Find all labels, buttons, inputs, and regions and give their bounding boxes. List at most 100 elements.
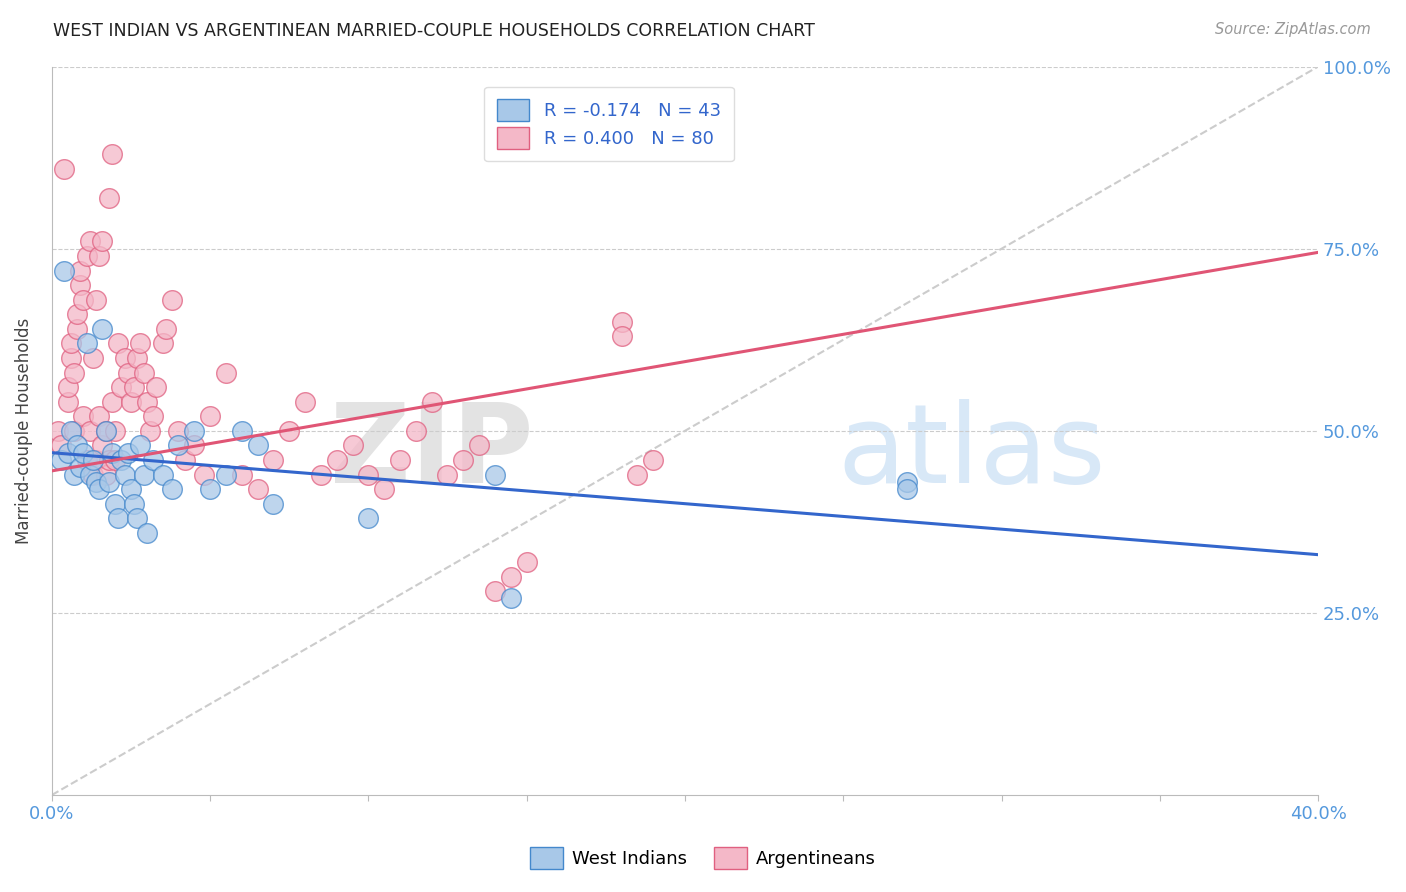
Point <box>436 467 458 482</box>
Point <box>420 394 443 409</box>
Point <box>129 336 152 351</box>
Point <box>117 445 139 459</box>
Point <box>484 467 506 482</box>
Point <box>97 191 120 205</box>
Point <box>82 453 104 467</box>
Point <box>388 453 411 467</box>
Point <box>516 555 538 569</box>
Point <box>63 467 86 482</box>
Point <box>357 467 380 482</box>
Point <box>89 249 111 263</box>
Point <box>51 438 73 452</box>
Point <box>309 467 332 482</box>
Point <box>89 409 111 424</box>
Point <box>117 366 139 380</box>
Point <box>84 453 107 467</box>
Point <box>72 293 94 307</box>
Point <box>167 424 190 438</box>
Text: Source: ZipAtlas.com: Source: ZipAtlas.com <box>1215 22 1371 37</box>
Point <box>89 482 111 496</box>
Point <box>76 336 98 351</box>
Point <box>132 467 155 482</box>
Point <box>142 409 165 424</box>
Point <box>101 394 124 409</box>
Point <box>120 482 142 496</box>
Point <box>101 445 124 459</box>
Point <box>262 497 284 511</box>
Point <box>135 394 157 409</box>
Point <box>198 409 221 424</box>
Point <box>97 475 120 489</box>
Point <box>53 263 76 277</box>
Point <box>183 438 205 452</box>
Point <box>104 497 127 511</box>
Point <box>82 467 104 482</box>
Point <box>63 366 86 380</box>
Point <box>84 475 107 489</box>
Point <box>91 235 114 249</box>
Point <box>94 424 117 438</box>
Point <box>76 249 98 263</box>
Point <box>79 467 101 482</box>
Point <box>53 161 76 176</box>
Point <box>59 351 82 365</box>
Point <box>82 351 104 365</box>
Point <box>69 278 91 293</box>
Point <box>120 394 142 409</box>
Point <box>56 380 79 394</box>
Point <box>183 424 205 438</box>
Point <box>122 380 145 394</box>
Point <box>91 438 114 452</box>
Point <box>135 525 157 540</box>
Legend: West Indians, Argentineans: West Indians, Argentineans <box>522 838 884 879</box>
Point <box>215 366 238 380</box>
Text: atlas: atlas <box>837 400 1105 506</box>
Point <box>107 336 129 351</box>
Point <box>152 336 174 351</box>
Point <box>142 453 165 467</box>
Point <box>104 453 127 467</box>
Text: ZIP: ZIP <box>329 400 533 506</box>
Point <box>155 322 177 336</box>
Point <box>69 263 91 277</box>
Point <box>66 438 89 452</box>
Point <box>167 438 190 452</box>
Point <box>193 467 215 482</box>
Point <box>278 424 301 438</box>
Point <box>152 467 174 482</box>
Point <box>59 424 82 438</box>
Point <box>357 511 380 525</box>
Point <box>84 293 107 307</box>
Point <box>262 453 284 467</box>
Point <box>453 453 475 467</box>
Point <box>114 351 136 365</box>
Point <box>294 394 316 409</box>
Point <box>101 147 124 161</box>
Point <box>342 438 364 452</box>
Point <box>231 467 253 482</box>
Point <box>127 351 149 365</box>
Point <box>198 482 221 496</box>
Point <box>114 467 136 482</box>
Point <box>56 394 79 409</box>
Point <box>499 569 522 583</box>
Point <box>246 438 269 452</box>
Point <box>91 322 114 336</box>
Point <box>110 453 132 467</box>
Point <box>610 329 633 343</box>
Point <box>405 424 427 438</box>
Point <box>110 380 132 394</box>
Text: WEST INDIAN VS ARGENTINEAN MARRIED-COUPLE HOUSEHOLDS CORRELATION CHART: WEST INDIAN VS ARGENTINEAN MARRIED-COUPL… <box>53 22 815 40</box>
Point <box>66 307 89 321</box>
Point <box>122 497 145 511</box>
Point <box>896 482 918 496</box>
Point <box>626 467 648 482</box>
Point <box>643 453 665 467</box>
Point <box>468 438 491 452</box>
Point <box>66 322 89 336</box>
Point <box>129 438 152 452</box>
Legend: R = -0.174   N = 43, R = 0.400   N = 80: R = -0.174 N = 43, R = 0.400 N = 80 <box>484 87 734 161</box>
Point <box>246 482 269 496</box>
Point <box>72 409 94 424</box>
Point <box>94 424 117 438</box>
